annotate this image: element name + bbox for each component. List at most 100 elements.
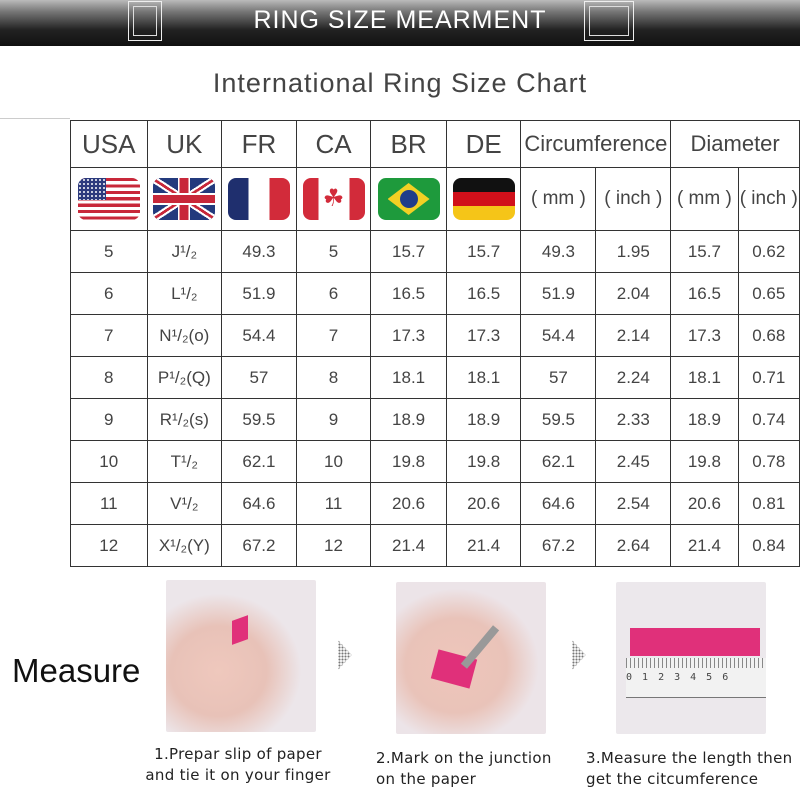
table-cell: 57 <box>221 356 297 399</box>
col-header: CA <box>295 120 372 168</box>
table-cell: 2.04 <box>595 272 672 315</box>
table-row: 10 T¹/₂ 62.1 10 19.8 19.8 62.1 2.45 19.8 0.78 <box>70 440 800 483</box>
table-cell: 2.45 <box>595 440 672 483</box>
table-cell: 0.65 <box>737 272 800 315</box>
table-cell: 8 <box>295 356 372 399</box>
table-cell: 21.4 <box>445 524 522 567</box>
table-cell: 5 <box>295 230 372 273</box>
table-cell: 6 <box>70 272 148 315</box>
table-cell: 64.6 <box>520 482 597 525</box>
col-header: DE <box>445 120 522 168</box>
table-cell: 0.71 <box>737 356 800 399</box>
unit-header: ( inch ) <box>595 167 672 231</box>
col-header: Circumference <box>520 120 672 168</box>
step1-photo <box>166 580 316 732</box>
table-cell: 12 <box>295 524 372 567</box>
table-cell: 67.2 <box>520 524 597 567</box>
col-header: Diameter <box>670 120 800 168</box>
table-cell: 20.6 <box>445 482 522 525</box>
table-cell: 2.24 <box>595 356 672 399</box>
table-row: 5 J¹/₂ 49.3 5 15.7 15.7 49.3 1.95 15.7 0.62 <box>70 230 800 273</box>
table-cell: 17.3 <box>670 314 739 357</box>
uk-flag-icon <box>153 178 216 220</box>
table-cell: 19.8 <box>670 440 739 483</box>
table-cell: 8 <box>70 356 148 399</box>
table-cell: 18.9 <box>670 398 739 441</box>
ruler-tick-label: 6 <box>722 672 729 683</box>
table-cell: N¹/₂(o) <box>146 314 223 357</box>
table-cell: X¹/₂(Y) <box>146 524 223 567</box>
table-cell: 16.5 <box>670 272 739 315</box>
step1-caption: 1.Prepar slip of paper and tie it on your… <box>145 745 331 784</box>
table-cell: 20.6 <box>670 482 739 525</box>
unit-header: ( inch ) <box>737 167 800 231</box>
table-cell: 19.8 <box>370 440 447 483</box>
arrow-right-icon <box>338 640 352 670</box>
banner-title: RING SIZE MEARMENT <box>253 6 547 34</box>
ruler-tick-label: 0 <box>626 672 633 683</box>
col-header: BR <box>370 120 447 168</box>
table-cell: 15.7 <box>670 230 739 273</box>
table-cell: 17.3 <box>445 314 522 357</box>
table-cell: T¹/₂ <box>146 440 223 483</box>
table-cell: 10 <box>70 440 148 483</box>
col-header: UK <box>146 120 223 168</box>
square-ornament-icon <box>584 1 634 41</box>
paper-strip <box>630 628 760 656</box>
table-cell: 0.78 <box>737 440 800 483</box>
ruler-tick-label: 2 <box>658 672 665 683</box>
table-cell: 7 <box>295 314 372 357</box>
arrow-right-icon <box>572 640 586 670</box>
table-cell: 0.62 <box>737 230 800 273</box>
table-cell: 21.4 <box>370 524 447 567</box>
ruler-tick-label: 5 <box>706 672 713 683</box>
chart-title: International Ring Size Chart <box>212 68 588 98</box>
table-cell: 64.6 <box>221 482 297 525</box>
table-cell: 62.1 <box>520 440 597 483</box>
table-cell: 11 <box>295 482 372 525</box>
table-cell: 0.84 <box>737 524 800 567</box>
step3-caption: 3.Measure the length then get the citcumf… <box>586 749 793 788</box>
table-cell: 15.7 <box>445 230 522 273</box>
table-cell: R¹/₂(s) <box>146 398 223 441</box>
header-banner: RING SIZE MEARMENT <box>0 0 800 46</box>
table-cell: 17.3 <box>370 314 447 357</box>
table-cell: 10 <box>295 440 372 483</box>
table-cell: L¹/₂ <box>146 272 223 315</box>
table-cell: 2.33 <box>595 398 672 441</box>
table-cell: 9 <box>295 398 372 441</box>
table-cell: 51.9 <box>221 272 297 315</box>
table-cell: 18.9 <box>370 398 447 441</box>
table-cell: 19.8 <box>445 440 522 483</box>
table-row: 11 V¹/₂ 64.6 11 20.6 20.6 64.6 2.54 20.6 0.81 <box>70 482 800 525</box>
table-cell: 18.1 <box>445 356 522 399</box>
ruler-tick-label: 4 <box>690 672 697 683</box>
table-cell: 0.74 <box>737 398 800 441</box>
table-cell: 49.3 <box>221 230 297 273</box>
table-cell: 1.95 <box>595 230 672 273</box>
table-cell: P¹/₂(Q) <box>146 356 223 399</box>
table-cell: 9 <box>70 398 148 441</box>
table-cell: 21.4 <box>670 524 739 567</box>
step2-caption: 2.Mark on the junction on the paper <box>376 749 552 788</box>
table-cell: 18.9 <box>445 398 522 441</box>
ring-size-table: USA UK FR CA BR DE Circumference Diamete… <box>70 120 800 567</box>
table-cell: 51.9 <box>520 272 597 315</box>
table-cell: 0.68 <box>737 314 800 357</box>
step2-photo <box>396 582 546 734</box>
table-cell: 2.54 <box>595 482 672 525</box>
table-cell: 11 <box>70 482 148 525</box>
divider <box>0 118 70 119</box>
table-cell: 57 <box>520 356 597 399</box>
table-cell: 67.2 <box>221 524 297 567</box>
table-cell: 62.1 <box>221 440 297 483</box>
france-flag-icon <box>227 178 290 220</box>
table-cell: 16.5 <box>445 272 522 315</box>
unit-header: ( mm ) <box>520 167 597 231</box>
brazil-flag-icon <box>377 178 440 220</box>
table-cell: V¹/₂ <box>146 482 223 525</box>
col-header: USA <box>70 120 148 168</box>
us-flag-icon <box>77 178 140 220</box>
table-row: 7 N¹/₂(o) 54.4 7 17.3 17.3 54.4 2.14 17.3 0.68 <box>70 314 800 357</box>
table-cell: 12 <box>70 524 148 567</box>
